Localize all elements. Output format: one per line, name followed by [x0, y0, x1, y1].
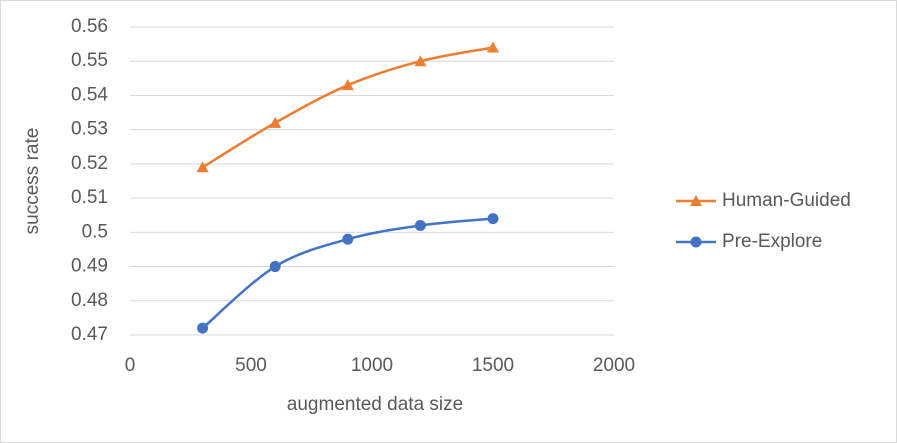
x-axis-label: augmented data size [287, 394, 463, 415]
legend-marker [690, 195, 702, 206]
marker [414, 219, 426, 231]
y-tick-label: 0.56 [71, 16, 108, 37]
x-tick-label: 0 [125, 355, 136, 376]
y-tick-label: 0.53 [71, 119, 108, 140]
y-tick-label: 0.52 [71, 153, 108, 174]
y-tick-label: 0.48 [71, 290, 108, 311]
marker [197, 322, 209, 334]
y-tick-label: 0.54 [71, 84, 108, 105]
marker [269, 261, 281, 273]
y-tick-label: 0.47 [71, 324, 108, 345]
y-tick-label: 0.55 [71, 50, 108, 71]
x-tick-label: 1500 [472, 355, 514, 376]
marker [487, 41, 499, 53]
marker [269, 116, 282, 128]
legend-label: Human-Guided [722, 190, 851, 211]
marker [196, 161, 209, 173]
y-tick-label: 0.51 [71, 187, 108, 208]
marker [341, 79, 354, 91]
y-axis-label: success rate [22, 128, 43, 235]
y-tick-label: 0.5 [82, 221, 108, 242]
marker [342, 233, 354, 245]
legend-label: Pre-Explore [722, 231, 822, 252]
marker [487, 213, 499, 225]
x-tick-label: 500 [235, 355, 267, 376]
marker [414, 55, 427, 67]
y-tick-label: 0.49 [71, 256, 108, 277]
x-tick-label: 2000 [593, 355, 635, 376]
x-tick-label: 1000 [351, 355, 393, 376]
legend-marker [690, 236, 702, 248]
